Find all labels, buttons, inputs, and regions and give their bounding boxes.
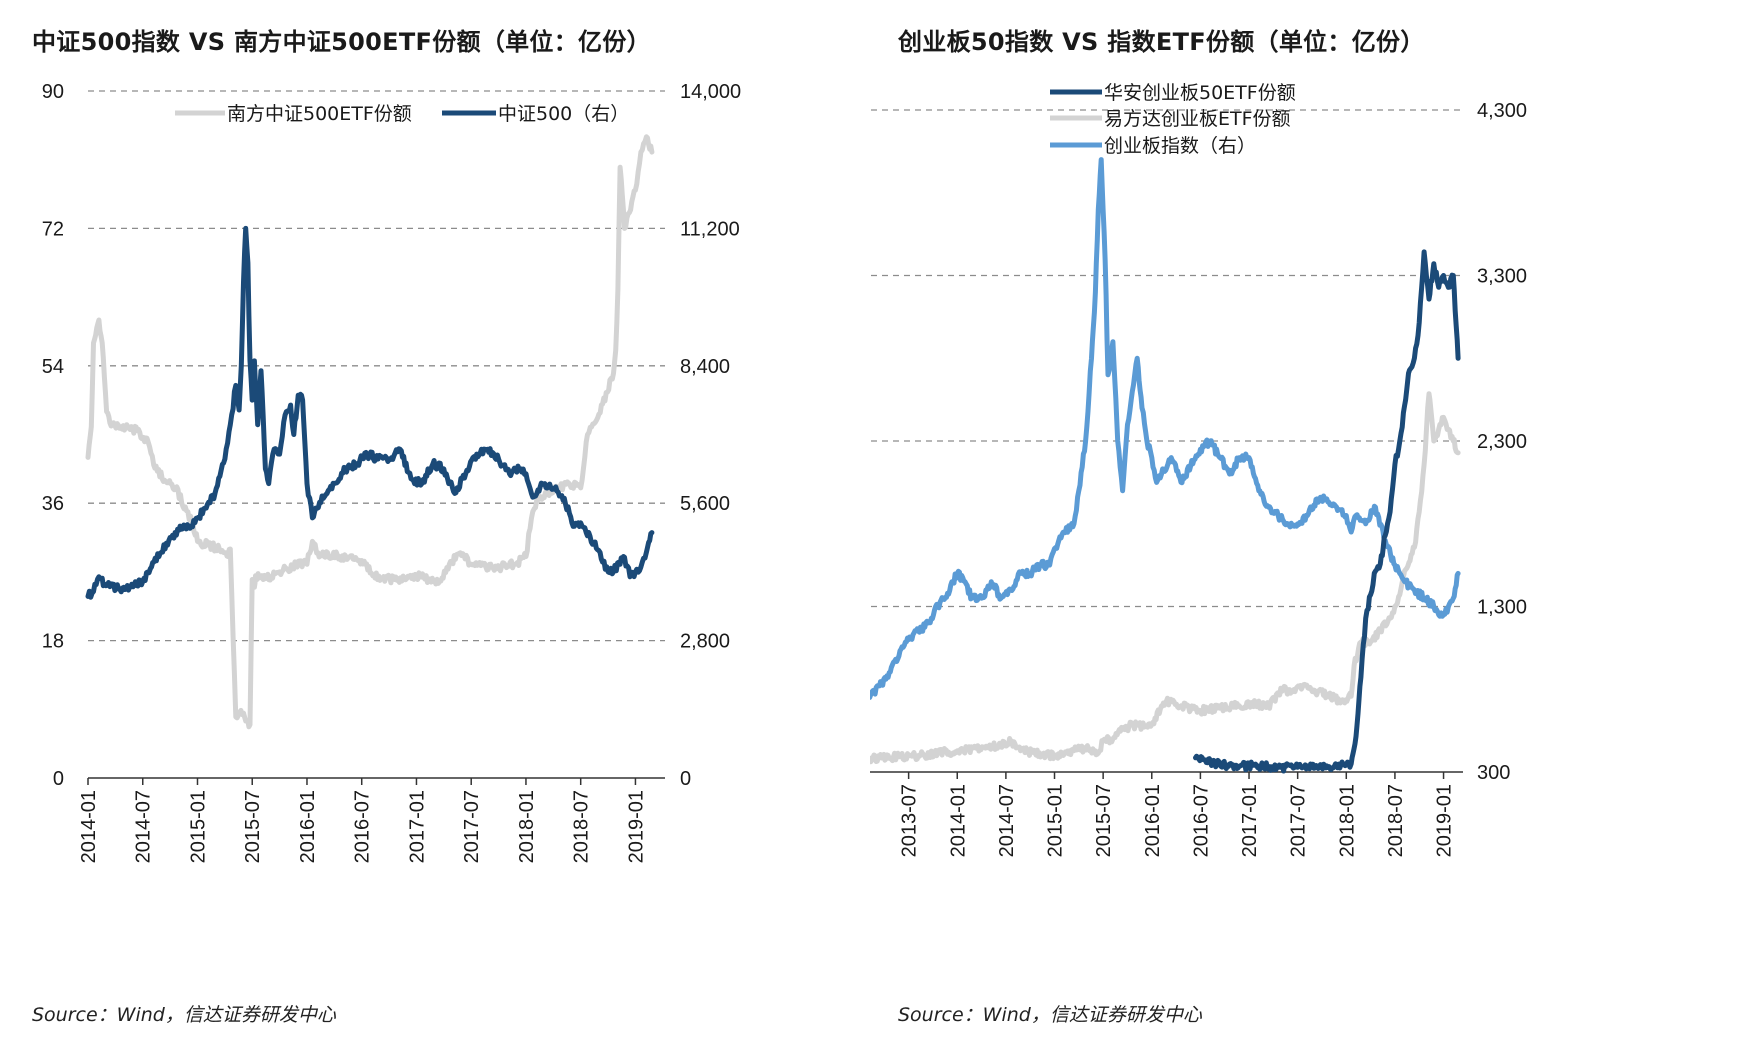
- x-tick-label: 2015-07: [1093, 784, 1115, 857]
- x-tick-label: 2013-01: [870, 784, 872, 857]
- x-tick-label: 2017-01: [1239, 784, 1261, 857]
- legend-label: 华安创业板50ETF份额: [1104, 82, 1296, 104]
- right-chart-panel: 创业板50指数 VS 指数ETF份额（单位：亿份） 07014021028030…: [870, 0, 1738, 1044]
- y-right-tick-label: 5,600: [680, 493, 730, 515]
- right-chart-svg: 0701402102803001,3002,3003,3004,3002013-…: [870, 82, 1527, 857]
- chart-title: 中证500指数 VS 南方中证500ETF份额（单位：亿份）: [32, 28, 651, 56]
- y-left-tick-label: 36: [42, 493, 64, 515]
- left-chart-panel: 中证500指数 VS 南方中证500ETF份额（单位：亿份） 0 18 36 54 72…: [32, 28, 741, 1026]
- y-right-tick-label: 14,000: [680, 81, 741, 103]
- x-tick-label: 2016-01: [1142, 784, 1164, 857]
- series-line: [870, 157, 1461, 700]
- x-tick-label: 2014-07: [996, 784, 1018, 857]
- source-note: Source：Wind，信达证券研发中心: [32, 1004, 336, 1026]
- y-right-tick-label: 0: [680, 768, 691, 790]
- x-tick-label: 2019-01: [625, 790, 647, 863]
- x-tick-label: 2013-07: [899, 784, 921, 857]
- legend-label: 创业板指数（右）: [1104, 135, 1256, 157]
- y-right-tick-label: 300: [1477, 762, 1510, 784]
- series-line: [85, 134, 655, 730]
- x-tick-label: 2016-07: [352, 790, 374, 863]
- y-left-tick-label: 72: [42, 218, 64, 240]
- x-tick-label: 2018-07: [571, 790, 593, 863]
- x-tick-label: 2018-01: [516, 790, 538, 863]
- right-chart-group: 0701402102803001,3002,3003,3004,3002013-…: [870, 82, 1527, 857]
- source-note: Source：Wind，信达证券研发中心: [898, 1004, 1202, 1026]
- y-left-tick-label: 54: [42, 356, 64, 378]
- series-line: [1193, 249, 1461, 774]
- x-tick-label: 2017-07: [1288, 784, 1310, 857]
- x-tick-label: 2016-01: [297, 790, 319, 863]
- x-tick-label: 2015-01: [187, 790, 209, 863]
- legend-label: 易方达创业板ETF份额: [1104, 108, 1291, 130]
- series-line: [85, 225, 655, 600]
- legend-label: 中证500（右）: [498, 103, 629, 125]
- x-tick-label: 2017-01: [406, 790, 428, 863]
- x-tick-label: 2018-07: [1385, 784, 1407, 857]
- y-right-tick-label: 11,200: [680, 218, 740, 240]
- y-right-tick-label: 4,300: [1477, 100, 1527, 122]
- x-tick-label: 2018-01: [1336, 784, 1358, 857]
- x-tick-label: 2015-07: [242, 790, 264, 863]
- x-tick-label: 2017-07: [461, 790, 483, 863]
- x-tick-label: 2014-07: [133, 790, 155, 863]
- x-tick-label: 2019-01: [1434, 784, 1456, 857]
- y-right-tick-label: 2,800: [680, 631, 730, 653]
- x-tick-label: 2014-01: [78, 790, 100, 863]
- x-tick-label: 2016-07: [1190, 784, 1212, 857]
- y-right-tick-label: 1,300: [1477, 597, 1527, 619]
- y-left-tick-label: 0: [53, 768, 64, 790]
- y-left-tick-label: 90: [42, 81, 64, 103]
- series-line: [870, 391, 1461, 765]
- legend-label: 南方中证500ETF份额: [227, 103, 412, 125]
- y-right-tick-label: 2,300: [1477, 431, 1527, 453]
- y-left-tick-label: 18: [42, 631, 64, 653]
- x-tick-label: 2014-01: [947, 784, 969, 857]
- x-tick-label: 2015-01: [1045, 784, 1067, 857]
- left-chart-svg: 0 18 36 54 72 90 0 2,800 5,600 8,400 11,200 14,000 2…: [42, 81, 741, 863]
- chart-title: 创业板50指数 VS 指数ETF份额（单位：亿份）: [898, 28, 1425, 56]
- y-right-tick-label: 8,400: [680, 356, 730, 378]
- y-right-tick-label: 3,300: [1477, 266, 1527, 288]
